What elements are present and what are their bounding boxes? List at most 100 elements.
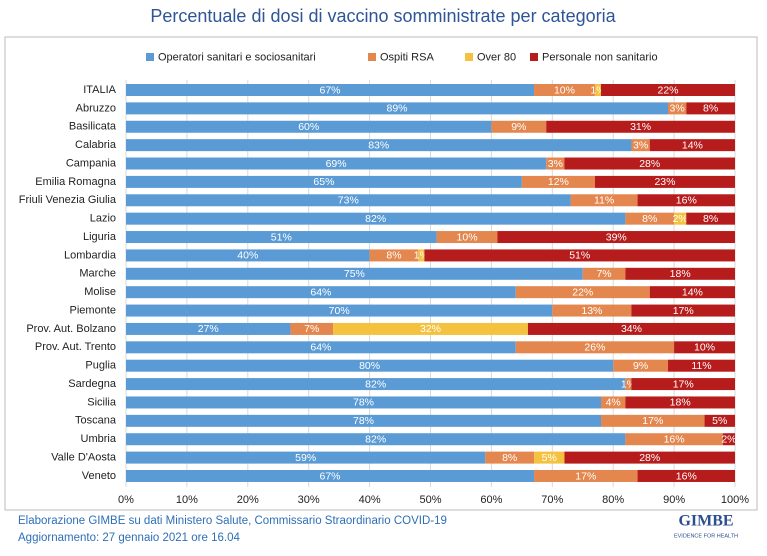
data-label: 14% — [682, 286, 703, 298]
data-label: 67% — [320, 470, 341, 482]
y-tick-label: Lombardia — [64, 249, 117, 261]
legend-swatch — [368, 53, 376, 61]
x-tick-label: 100% — [721, 494, 749, 506]
data-label: 67% — [320, 84, 341, 96]
bar-segment — [126, 469, 535, 482]
bar-segment — [704, 414, 735, 427]
data-label: 10% — [457, 231, 478, 243]
data-label: 78% — [353, 415, 374, 427]
bar-segment — [126, 139, 632, 152]
data-label: 51% — [569, 250, 590, 262]
data-label: 39% — [606, 231, 627, 243]
y-tick-label: Friuli Venezia Giulia — [19, 194, 117, 206]
y-tick-label: Campania — [66, 157, 117, 169]
x-tick-label: 80% — [602, 494, 624, 506]
bar-segment — [126, 341, 516, 354]
bar-segment — [126, 194, 571, 207]
bar-segment — [436, 231, 498, 244]
bar-segment — [126, 286, 516, 299]
data-label: 17% — [673, 305, 694, 317]
bar-segment — [649, 286, 735, 299]
data-label: 5% — [712, 415, 727, 427]
data-label: 3% — [670, 103, 685, 115]
y-tick-label: Sardegna — [68, 378, 117, 390]
bar-segment — [491, 120, 547, 133]
data-label: 80% — [359, 360, 380, 372]
data-label: 2% — [721, 434, 736, 446]
bar-segment — [126, 212, 626, 225]
y-tick-label: Prov. Aut. Bolzano — [26, 323, 116, 335]
data-label: 8% — [703, 103, 718, 115]
y-tick-label: Molise — [84, 286, 116, 298]
bar-segment — [649, 139, 735, 152]
y-tick-label: Lazio — [90, 213, 116, 225]
bar-segment — [126, 451, 486, 464]
bar-segment — [594, 84, 602, 96]
legend-swatch — [530, 53, 538, 61]
data-label: 26% — [584, 342, 605, 354]
y-tick-label: ITALIA — [83, 84, 116, 96]
bar-segment — [631, 139, 650, 152]
bar-segment — [497, 231, 735, 244]
bar-segment — [631, 378, 735, 391]
data-label: 8% — [703, 213, 718, 225]
data-label: 8% — [642, 213, 657, 225]
x-tick-label: 50% — [419, 494, 441, 506]
bar-segment — [722, 433, 735, 446]
chart-frame — [4, 36, 758, 511]
y-tick-label: Calabria — [75, 139, 117, 151]
data-label: 9% — [633, 360, 648, 372]
y-tick-label: Toscana — [75, 415, 117, 427]
bar-segment — [126, 378, 626, 391]
data-label: 64% — [310, 342, 331, 354]
y-tick-label: Basilicata — [69, 121, 117, 133]
data-label: 1% — [414, 250, 429, 262]
bar-segment — [668, 102, 687, 115]
bar-segment — [625, 433, 723, 446]
x-tick-label: 20% — [237, 494, 259, 506]
bar-segment — [126, 414, 602, 427]
update-note: Aggiornamento: 27 gennaio 2021 ore 16.04 — [18, 532, 240, 544]
data-label: 28% — [639, 452, 660, 464]
bar-segment — [126, 102, 669, 115]
bar-segment — [625, 378, 632, 391]
x-tick-label: 40% — [359, 494, 381, 506]
bar-segment — [126, 231, 437, 244]
chart-title: Percentuale di dosi di vaccino somminist… — [150, 6, 616, 26]
x-tick-label: 90% — [663, 494, 685, 506]
bar-segment — [521, 175, 595, 188]
data-label: 10% — [554, 84, 575, 96]
bar-segment — [625, 396, 735, 409]
data-label: 82% — [365, 213, 386, 225]
bar-segment — [625, 267, 735, 280]
data-label: 14% — [682, 139, 703, 151]
bar-segment — [637, 194, 735, 207]
y-tick-label: Veneto — [82, 470, 116, 482]
data-label: 17% — [575, 470, 596, 482]
y-tick-label: Abruzzo — [76, 102, 116, 114]
bar-segment — [515, 341, 675, 354]
bar-segment — [546, 157, 565, 170]
data-label: 31% — [630, 121, 651, 133]
bar-segment — [369, 249, 419, 262]
logo: GIMBE — [678, 513, 733, 530]
bar-segment — [424, 249, 735, 262]
data-label: 40% — [237, 250, 258, 262]
bar-segment — [564, 451, 735, 464]
data-label: 16% — [664, 434, 685, 446]
legend-swatch — [465, 53, 473, 61]
data-label: 3% — [548, 158, 563, 170]
bar-segment — [534, 84, 595, 96]
bar-segment — [613, 359, 669, 372]
legend-swatch — [146, 53, 154, 61]
bar-segment — [126, 322, 291, 335]
data-label: 22% — [572, 286, 593, 298]
bar-segment — [686, 102, 735, 115]
bar-segment — [631, 304, 735, 317]
logo-tagline: EVIDENCE FOR HEALTH — [674, 533, 738, 539]
data-label: 73% — [338, 195, 359, 207]
data-label: 13% — [581, 305, 602, 317]
bar-segment — [594, 175, 735, 188]
data-label: 16% — [676, 470, 697, 482]
